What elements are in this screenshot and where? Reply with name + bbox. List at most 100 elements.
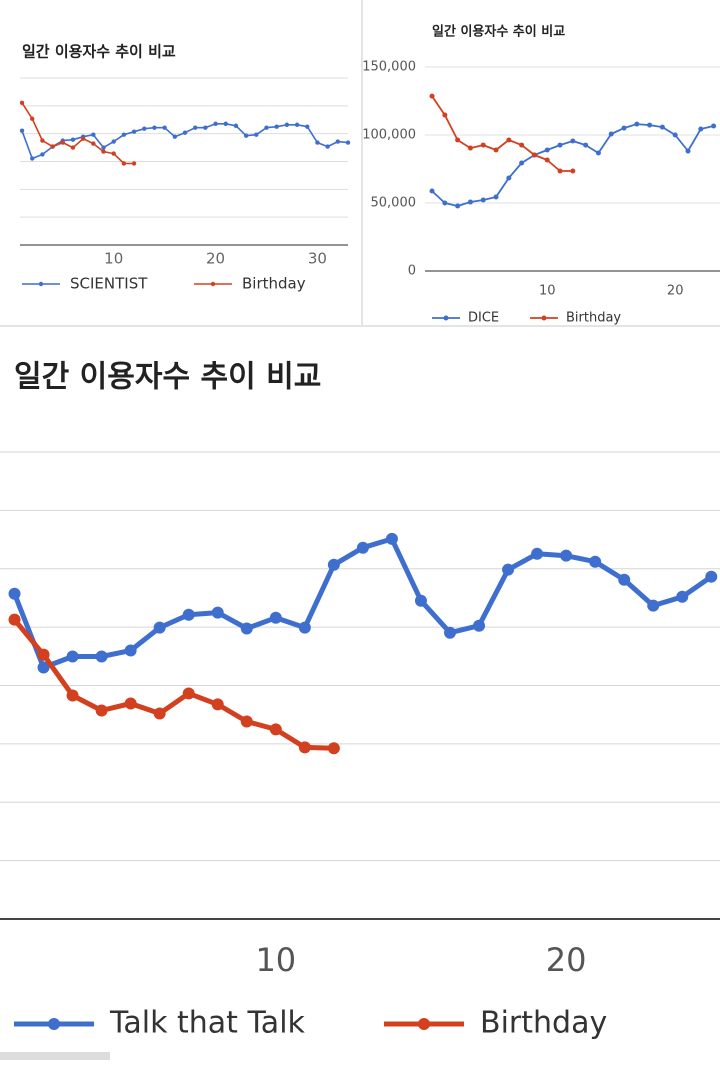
x-tick-label: 20 bbox=[667, 284, 684, 299]
data-point bbox=[254, 132, 259, 137]
data-point bbox=[213, 121, 218, 126]
data-point bbox=[142, 126, 147, 131]
data-point bbox=[50, 144, 55, 149]
data-point bbox=[618, 573, 631, 586]
data-point bbox=[240, 715, 253, 728]
data-point bbox=[698, 126, 704, 132]
y-tick-label: 100,000 bbox=[362, 128, 416, 143]
x-tick-label: 20 bbox=[206, 250, 225, 268]
data-point bbox=[66, 689, 79, 702]
data-point bbox=[356, 541, 369, 554]
data-point bbox=[570, 168, 576, 174]
data-point bbox=[711, 123, 717, 129]
data-point bbox=[519, 160, 525, 166]
data-point bbox=[30, 116, 35, 121]
data-point bbox=[101, 145, 106, 150]
legend-label: Birthday bbox=[242, 275, 306, 293]
data-point bbox=[589, 555, 602, 568]
data-point bbox=[634, 121, 640, 127]
data-point bbox=[480, 197, 486, 203]
data-point bbox=[211, 606, 224, 619]
data-point bbox=[676, 590, 689, 603]
data-point bbox=[467, 199, 473, 205]
x-tick-label: 10 bbox=[539, 284, 556, 299]
data-point bbox=[659, 124, 665, 130]
data-point bbox=[211, 698, 224, 711]
chart-title: 일간 이용자수 추이 비교 bbox=[22, 43, 176, 61]
data-point bbox=[153, 707, 166, 720]
data-point bbox=[121, 161, 127, 166]
data-point bbox=[131, 129, 137, 134]
data-point bbox=[557, 142, 563, 148]
data-point bbox=[647, 122, 653, 128]
data-point bbox=[444, 626, 456, 639]
data-point bbox=[233, 123, 239, 128]
data-point bbox=[298, 621, 311, 634]
legend-marker bbox=[48, 1018, 60, 1030]
data-point bbox=[519, 142, 525, 148]
data-point bbox=[429, 188, 435, 194]
legend-label: SCIENTIST bbox=[70, 275, 148, 293]
data-point bbox=[442, 200, 448, 206]
data-point bbox=[557, 168, 563, 174]
data-point bbox=[544, 147, 550, 153]
data-point bbox=[37, 661, 50, 674]
y-tick-label: 150,000 bbox=[362, 60, 416, 75]
data-point bbox=[595, 150, 601, 156]
legend-label: Birthday bbox=[480, 1006, 607, 1041]
data-point bbox=[95, 650, 108, 663]
data-point bbox=[91, 132, 96, 137]
data-point bbox=[305, 124, 310, 129]
data-point bbox=[30, 156, 35, 161]
x-tick-label: 30 bbox=[308, 250, 327, 268]
legend-marker bbox=[541, 315, 547, 321]
data-point bbox=[121, 132, 127, 137]
scrollbar bbox=[0, 1052, 110, 1060]
data-point bbox=[531, 547, 544, 560]
data-point bbox=[111, 151, 116, 156]
data-point bbox=[124, 644, 137, 657]
data-point bbox=[298, 741, 311, 754]
legend-label: Talk that Talk bbox=[109, 1006, 306, 1041]
data-point bbox=[182, 608, 195, 621]
data-point bbox=[429, 93, 435, 99]
data-point bbox=[325, 144, 330, 149]
data-point bbox=[223, 121, 228, 126]
data-point bbox=[162, 125, 167, 130]
data-point bbox=[70, 145, 76, 150]
data-point bbox=[66, 650, 79, 663]
data-point bbox=[493, 147, 499, 153]
data-point bbox=[269, 611, 282, 624]
data-point bbox=[455, 137, 461, 143]
x-tick-label: 20 bbox=[546, 941, 587, 979]
data-point bbox=[8, 587, 21, 600]
data-point bbox=[182, 687, 195, 700]
legend-marker bbox=[38, 281, 44, 287]
data-point bbox=[91, 141, 96, 146]
data-point bbox=[473, 619, 486, 632]
data-point bbox=[455, 203, 461, 209]
data-point bbox=[327, 558, 340, 571]
data-point bbox=[385, 532, 398, 545]
data-point bbox=[60, 140, 65, 145]
y-tick-label: 0 bbox=[408, 264, 416, 279]
series-line bbox=[21, 102, 135, 165]
data-point bbox=[570, 138, 576, 144]
data-point bbox=[442, 112, 448, 118]
data-point bbox=[131, 161, 137, 166]
data-point bbox=[672, 132, 678, 138]
data-point bbox=[240, 622, 253, 635]
data-point bbox=[80, 136, 86, 141]
data-point bbox=[583, 142, 589, 148]
series-line bbox=[431, 95, 573, 172]
data-point bbox=[621, 125, 627, 131]
x-tick-label: 10 bbox=[255, 941, 296, 979]
data-point bbox=[19, 128, 25, 133]
data-point bbox=[40, 152, 45, 157]
data-point bbox=[414, 594, 427, 607]
data-point bbox=[269, 723, 282, 736]
legend-marker bbox=[418, 1018, 430, 1030]
data-point bbox=[705, 570, 718, 583]
data-point bbox=[8, 613, 21, 626]
